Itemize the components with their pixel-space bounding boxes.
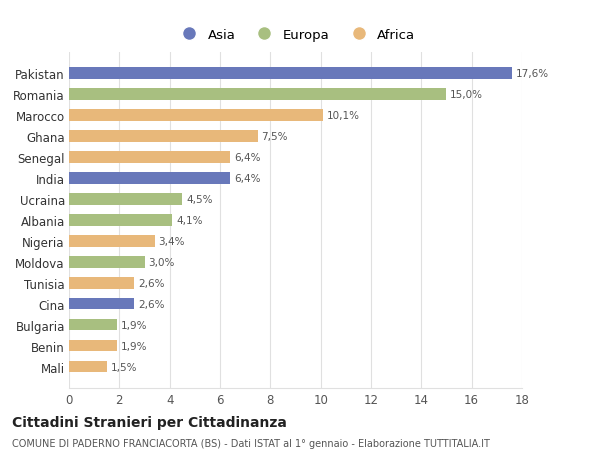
Bar [69,152,230,163]
Text: 1,9%: 1,9% [121,341,147,351]
Bar [69,361,107,373]
Bar [69,298,134,310]
Bar [69,131,258,142]
Bar [69,214,172,226]
Text: 1,9%: 1,9% [121,320,147,330]
Text: 6,4%: 6,4% [234,174,260,184]
Bar [69,235,155,247]
Bar [69,68,512,79]
Text: Cittadini Stranieri per Cittadinanza: Cittadini Stranieri per Cittadinanza [12,415,287,429]
Text: 3,0%: 3,0% [148,257,175,267]
Text: 7,5%: 7,5% [262,132,288,141]
Text: 6,4%: 6,4% [234,152,260,162]
Text: 10,1%: 10,1% [327,111,360,121]
Text: 4,5%: 4,5% [186,195,212,204]
Bar [69,340,117,352]
Bar [69,277,134,289]
Bar [69,173,230,184]
Bar [69,110,323,121]
Bar [69,257,145,268]
Text: 2,6%: 2,6% [138,278,165,288]
Bar [69,89,446,101]
Text: 15,0%: 15,0% [450,90,483,100]
Text: COMUNE DI PADERNO FRANCIACORTA (BS) - Dati ISTAT al 1° gennaio - Elaborazione TU: COMUNE DI PADERNO FRANCIACORTA (BS) - Da… [12,438,490,448]
Text: 17,6%: 17,6% [516,69,549,79]
Text: 4,1%: 4,1% [176,215,202,225]
Bar [69,194,182,205]
Legend: Asia, Europa, Africa: Asia, Europa, Africa [173,26,418,44]
Text: 2,6%: 2,6% [138,299,165,309]
Text: 1,5%: 1,5% [110,362,137,372]
Bar [69,319,117,331]
Text: 3,4%: 3,4% [158,236,185,246]
